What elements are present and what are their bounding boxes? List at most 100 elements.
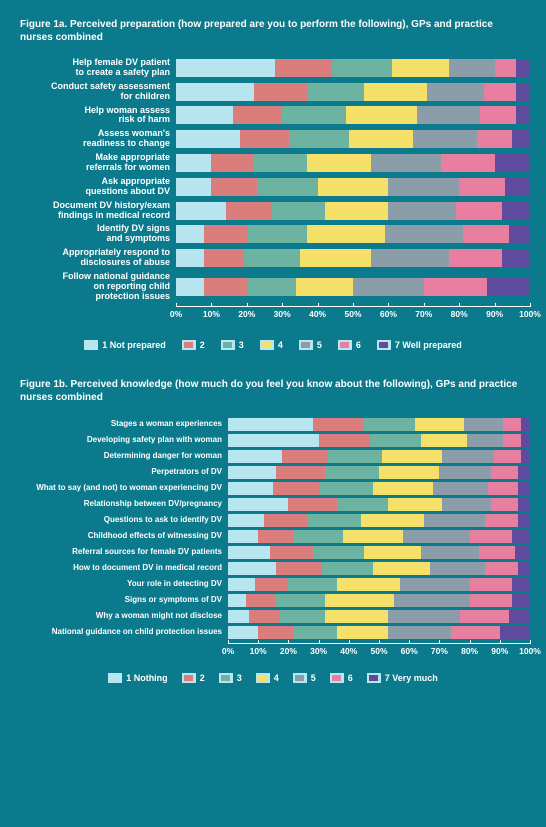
- bar-segment: [449, 249, 502, 267]
- stacked-bar: [228, 514, 530, 527]
- bar-segment: [430, 562, 484, 575]
- figure-1a-legend: 1 Not prepared234567 Well prepared: [16, 340, 530, 350]
- figure-1b: Figure 1b. Perceived knowledge (how much…: [16, 378, 530, 683]
- row-label: Determining danger for woman: [16, 452, 228, 461]
- bar-segment: [273, 482, 318, 495]
- bar-segment: [325, 466, 379, 479]
- legend-item: 1 Nothing: [108, 673, 168, 683]
- bar-segment: [258, 626, 294, 639]
- row-label: Assess woman'sreadiness to change: [16, 129, 176, 149]
- bar-segment: [385, 225, 463, 243]
- chart-row: Make appropriatereferrals for women: [16, 153, 530, 173]
- axis-tick-label: 40%: [340, 646, 357, 656]
- bar-segment: [228, 514, 264, 527]
- bar-segment: [307, 225, 385, 243]
- bar-segment: [313, 418, 364, 431]
- bar-segment: [276, 466, 324, 479]
- bar-segment: [512, 594, 530, 607]
- figure-1b-title: Figure 1b. Perceived knowledge (how much…: [16, 378, 530, 404]
- bar-segment: [521, 418, 530, 431]
- bar-segment: [491, 498, 518, 511]
- bar-segment: [349, 130, 413, 148]
- chart-row: Follow national guidanceon reporting chi…: [16, 272, 530, 302]
- bar-segment: [282, 106, 346, 124]
- legend-swatch: [84, 340, 98, 350]
- x-axis: 0%10%20%30%40%50%60%70%80%90%100%: [228, 643, 530, 659]
- bar-segment: [276, 594, 324, 607]
- row-label: Ask appropriatequestions about DV: [16, 177, 176, 197]
- axis-tick-label: 90%: [491, 646, 508, 656]
- axis-tick-label: 40%: [309, 309, 326, 319]
- legend-item: 7 Well prepared: [377, 340, 462, 350]
- bar-segment: [240, 130, 290, 148]
- bar-segment: [379, 466, 439, 479]
- bar-segment: [456, 202, 502, 220]
- bar-segment: [467, 434, 503, 447]
- bar-segment: [484, 83, 516, 101]
- axis-tick-label: 60%: [401, 646, 418, 656]
- bar-segment: [319, 482, 373, 495]
- axis-tick-label: 10%: [250, 646, 267, 656]
- row-label: Developing safety plan with woman: [16, 436, 228, 445]
- chart-row: Childhood effects of witnessing DV: [16, 530, 530, 543]
- legend-item: 3: [219, 673, 242, 683]
- stacked-bar: [228, 530, 530, 543]
- bar-segment: [254, 83, 307, 101]
- legend-label: 4: [274, 673, 279, 683]
- row-label: Make appropriatereferrals for women: [16, 153, 176, 173]
- axis-tick-label: 50%: [370, 646, 387, 656]
- bar-segment: [509, 610, 530, 623]
- chart-row: Perpetrators of DV: [16, 466, 530, 479]
- legend-swatch: [299, 340, 313, 350]
- legend-label: 1 Not prepared: [102, 340, 166, 350]
- bar-segment: [424, 278, 488, 296]
- bar-segment: [361, 514, 424, 527]
- bar-segment: [441, 154, 494, 172]
- bar-segment: [364, 546, 421, 559]
- bar-segment: [246, 594, 276, 607]
- bar-segment: [307, 154, 371, 172]
- bar-segment: [254, 154, 307, 172]
- legend-label: 7 Well prepared: [395, 340, 462, 350]
- bar-segment: [264, 514, 306, 527]
- bar-segment: [243, 249, 300, 267]
- bar-segment: [516, 106, 530, 124]
- axis-tick-label: 90%: [486, 309, 503, 319]
- legend-item: 6: [330, 673, 353, 683]
- chart-row: National guidance on child protection is…: [16, 626, 530, 639]
- legend-item: 2: [182, 340, 205, 350]
- axis-tick-label: 100%: [519, 646, 541, 656]
- bar-segment: [211, 178, 257, 196]
- bar-segment: [322, 562, 373, 575]
- bar-segment: [503, 418, 521, 431]
- row-label: Why a woman might not disclose: [16, 612, 228, 621]
- chart-row: Why a woman might not disclose: [16, 610, 530, 623]
- bar-segment: [300, 249, 371, 267]
- chart-row: What to say (and not) to woman experienc…: [16, 482, 530, 495]
- x-axis: 0%10%20%30%40%50%60%70%80%90%100%: [176, 306, 530, 322]
- bar-segment: [228, 434, 319, 447]
- bar-segment: [226, 202, 272, 220]
- row-label: Follow national guidanceon reporting chi…: [16, 272, 176, 302]
- bar-segment: [518, 482, 530, 495]
- bar-segment: [282, 450, 327, 463]
- legend-label: 2: [200, 673, 205, 683]
- figure-1b-rows: Stages a woman experiencesDeveloping saf…: [16, 418, 530, 639]
- bar-segment: [276, 562, 321, 575]
- legend-item: 3: [221, 340, 244, 350]
- bar-segment: [464, 418, 503, 431]
- bar-segment: [388, 202, 455, 220]
- bar-segment: [459, 178, 505, 196]
- bar-segment: [382, 450, 442, 463]
- bar-segment: [228, 610, 249, 623]
- bar-segment: [228, 466, 276, 479]
- bar-segment: [415, 418, 463, 431]
- stacked-bar: [176, 106, 530, 124]
- bar-segment: [233, 106, 283, 124]
- bar-segment: [228, 626, 258, 639]
- legend-label: 4: [278, 340, 283, 350]
- bar-segment: [228, 450, 282, 463]
- bar-segment: [449, 59, 495, 77]
- row-label: How to document DV in medical record: [16, 564, 228, 573]
- legend-item: 6: [338, 340, 361, 350]
